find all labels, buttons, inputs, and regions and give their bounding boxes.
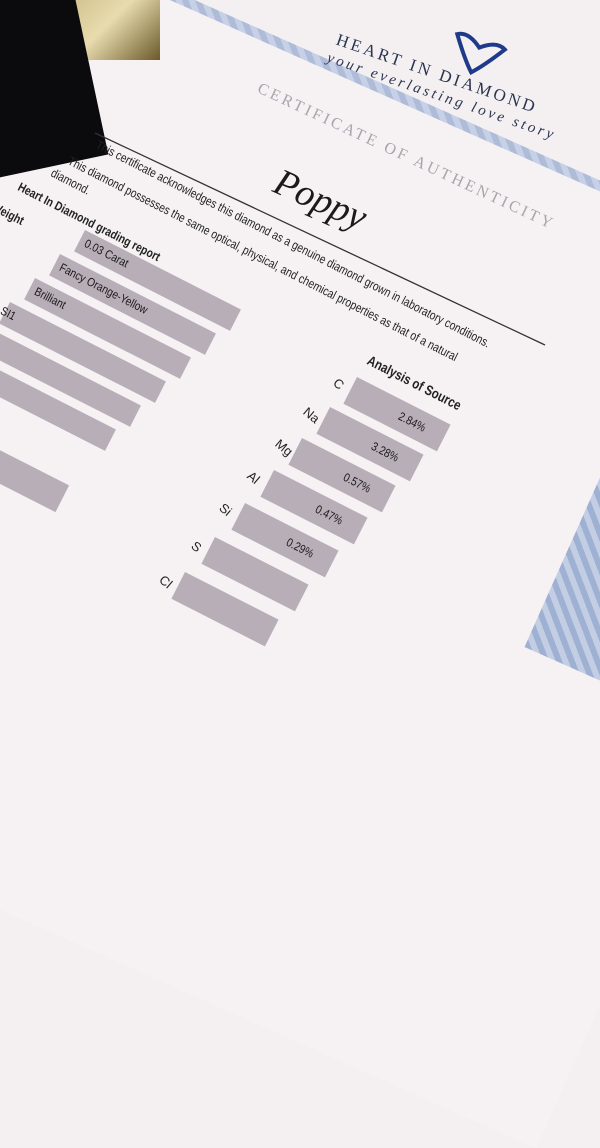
signature-line [94,132,546,346]
analysis-value: 0.29% [284,535,317,561]
grading-value: SI1 [0,303,19,324]
analysis-value: 3.28% [369,439,402,465]
analysis-value: 0.47% [313,502,346,528]
analysis-value: 2.84% [396,409,429,435]
analysis-value: 0.57% [341,470,374,496]
heart-diamond-icon [454,31,508,76]
